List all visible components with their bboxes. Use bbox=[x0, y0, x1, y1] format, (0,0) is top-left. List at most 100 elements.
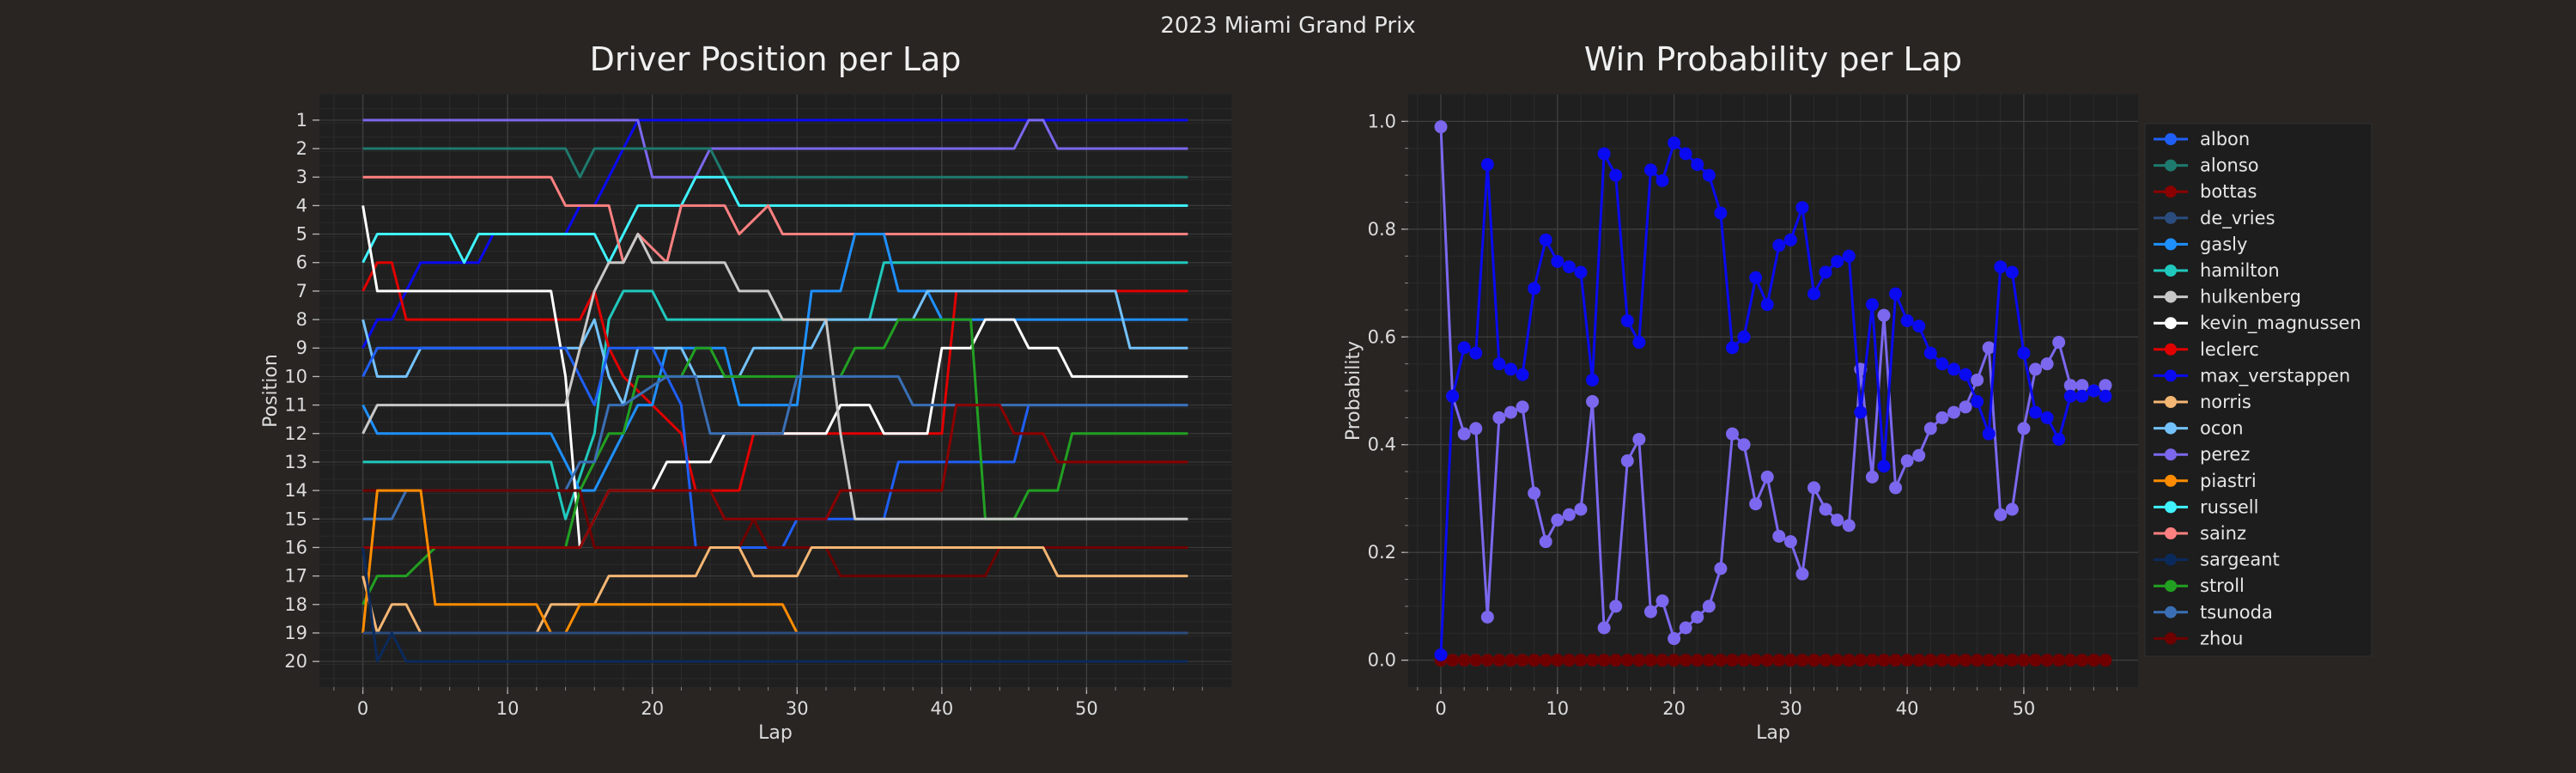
probability-point-zhou bbox=[1643, 654, 1657, 667]
position-y-tick-label: 10 bbox=[284, 366, 307, 386]
probability-y-tick-label: 0.0 bbox=[1368, 650, 1396, 671]
probability-point-zhou bbox=[1900, 654, 1914, 667]
legend-swatch-marker-tsunoda bbox=[2165, 606, 2177, 618]
probability-point-perez bbox=[2052, 336, 2066, 350]
probability-line-max_verstappen bbox=[1439, 140, 2106, 655]
probability-point-zhou bbox=[1865, 654, 1879, 667]
legend-label-max_verstappen: max_verstappen bbox=[2200, 365, 2350, 386]
probability-point-max_verstappen bbox=[1609, 168, 1623, 182]
position-chart-title: Driver Position per Lap bbox=[590, 40, 962, 78]
legend-label-kevin_magnussen: kevin_magnussen bbox=[2200, 313, 2361, 334]
legend-swatch-marker-de_vries bbox=[2165, 211, 2177, 224]
probability-point-zhou bbox=[1923, 654, 1937, 667]
probability-point-max_verstappen bbox=[2040, 411, 2054, 424]
probability-point-max_verstappen bbox=[1772, 239, 1786, 253]
probability-point-perez bbox=[1889, 481, 1903, 495]
probability-point-max_verstappen bbox=[1725, 341, 1739, 355]
legend-swatch-marker-perez bbox=[2165, 448, 2177, 461]
position-plot-area bbox=[319, 94, 1231, 687]
legend-label-norris: norris bbox=[2200, 392, 2251, 412]
probability-point-max_verstappen bbox=[1749, 271, 1763, 284]
probability-point-perez bbox=[1597, 621, 1611, 635]
probability-point-max_verstappen bbox=[2005, 265, 2019, 279]
probability-chart-title: Win Probability per Lap bbox=[1584, 40, 1962, 78]
probability-point-perez bbox=[1725, 427, 1739, 441]
probability-point-zhou bbox=[1772, 654, 1786, 667]
probability-point-perez bbox=[1539, 535, 1552, 549]
probability-point-perez bbox=[1504, 405, 1517, 419]
position-y-tick-label: 8 bbox=[296, 309, 307, 330]
legend-swatch-marker-sainz bbox=[2165, 527, 2177, 539]
probability-x-tick-label: 20 bbox=[1662, 698, 1686, 719]
probability-point-perez bbox=[1783, 535, 1797, 549]
probability-point-max_verstappen bbox=[1959, 368, 1972, 381]
probability-point-zhou bbox=[1795, 654, 1809, 667]
probability-point-zhou bbox=[1971, 654, 1984, 667]
probability-point-zhou bbox=[2029, 654, 2043, 667]
probability-point-zhou bbox=[1469, 654, 1483, 667]
probability-point-perez bbox=[1632, 432, 1646, 446]
probability-point-zhou bbox=[1737, 654, 1751, 667]
probability-point-max_verstappen bbox=[1691, 158, 1704, 172]
probability-point-max_verstappen bbox=[1632, 336, 1646, 350]
legend-swatch-marker-norris bbox=[2165, 396, 2177, 408]
probability-point-max_verstappen bbox=[2063, 389, 2077, 403]
probability-point-max_verstappen bbox=[1679, 147, 1692, 161]
legend-swatch-marker-hulkenberg bbox=[2165, 290, 2177, 303]
probability-point-perez bbox=[1656, 594, 1669, 608]
probability-point-perez bbox=[1760, 470, 1774, 484]
probability-point-max_verstappen bbox=[1586, 373, 1600, 386]
probability-point-zhou bbox=[1714, 654, 1728, 667]
probability-point-zhou bbox=[1528, 654, 1541, 667]
legend-label-zhou: zhou bbox=[2200, 628, 2244, 648]
probability-point-max_verstappen bbox=[1795, 201, 1809, 215]
probability-point-zhou bbox=[1831, 654, 1844, 667]
position-y-tick-label: 18 bbox=[284, 594, 307, 615]
probability-point-zhou bbox=[1539, 654, 1552, 667]
probability-point-zhou bbox=[1725, 654, 1739, 667]
probability-point-max_verstappen bbox=[1831, 254, 1844, 268]
probability-point-zhou bbox=[1562, 654, 1576, 667]
legend-swatch-marker-bottas bbox=[2165, 186, 2177, 198]
position-y-tick-label: 3 bbox=[296, 167, 307, 187]
legend-label-gasly: gasly bbox=[2200, 234, 2247, 254]
probability-point-zhou bbox=[1959, 654, 1972, 667]
probability-point-max_verstappen bbox=[1842, 249, 1856, 263]
probability-point-perez bbox=[1982, 341, 1996, 355]
probability-point-perez bbox=[1620, 454, 1634, 468]
legend-label-perez: perez bbox=[2200, 444, 2250, 465]
probability-point-perez bbox=[1668, 632, 1681, 646]
probability-point-perez bbox=[1795, 567, 1809, 581]
probability-point-max_verstappen bbox=[1971, 395, 1984, 409]
probability-point-zhou bbox=[2005, 654, 2019, 667]
probability-point-max_verstappen bbox=[1516, 368, 1529, 381]
probability-point-max_verstappen bbox=[1935, 357, 1949, 371]
legend-label-tsunoda: tsunoda bbox=[2200, 602, 2273, 623]
position-y-tick-label: 6 bbox=[296, 253, 307, 273]
probability-point-max_verstappen bbox=[1562, 260, 1576, 274]
probability-point-max_verstappen bbox=[1446, 389, 1460, 403]
probability-point-perez bbox=[2099, 379, 2112, 393]
probability-point-max_verstappen bbox=[2075, 389, 2089, 403]
legend-swatch-marker-russell bbox=[2165, 501, 2177, 514]
probability-point-perez bbox=[1643, 605, 1657, 618]
probability-point-max_verstappen bbox=[1620, 313, 1634, 327]
probability-point-zhou bbox=[1691, 654, 1704, 667]
probability-point-zhou bbox=[1702, 654, 1716, 667]
probability-point-zhou bbox=[1854, 654, 1868, 667]
probability-point-max_verstappen bbox=[1982, 427, 1996, 441]
probability-point-zhou bbox=[1807, 654, 1821, 667]
probability-point-perez bbox=[1609, 600, 1623, 613]
position-ticks: 0 10 20 30 40 5012345678910111213141516171819… bbox=[284, 110, 1203, 719]
position-y-tick-label: 4 bbox=[296, 195, 307, 216]
figure-suptitle: 2023 Miami Grand Prix bbox=[1160, 13, 1415, 39]
probability-point-max_verstappen bbox=[1539, 233, 1552, 247]
position-chart: 0 10 20 30 40 5012345678910111213141516171819… bbox=[260, 40, 1231, 744]
probability-point-max_verstappen bbox=[1643, 163, 1657, 177]
probability-point-zhou bbox=[1877, 654, 1891, 667]
legend-swatch-marker-gasly bbox=[2165, 238, 2177, 251]
probability-chart: 0 10 20 30 40 50 0.0 0.2 0.4 0.6 0.8 1.0 Win Probab… bbox=[1343, 40, 2138, 744]
probability-point-max_verstappen bbox=[1807, 287, 1821, 301]
probability-point-perez bbox=[1831, 514, 1844, 527]
legend-swatch-marker-stroll bbox=[2165, 580, 2177, 593]
